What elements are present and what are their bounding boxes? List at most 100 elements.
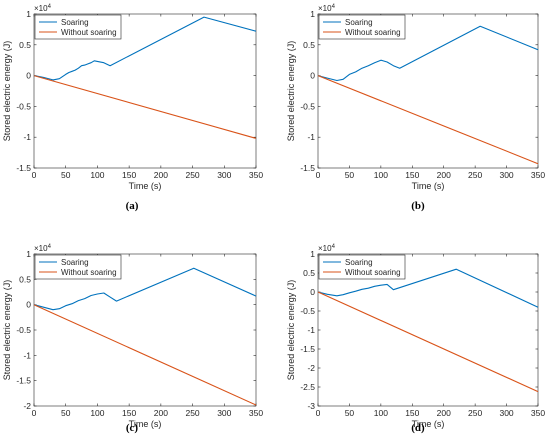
panel-a-x-tick-label: 100 <box>90 170 104 180</box>
panel-a-y-exponent: ×104 <box>34 4 52 13</box>
panel-b-x-tick-label: 250 <box>468 170 482 180</box>
panel-c-series-without-soaring-line <box>33 304 257 406</box>
panel-d-x-axis-label: Time (s) <box>412 419 445 429</box>
panel-c-legend-label: Soaring <box>61 258 89 267</box>
panel-c-x-tick-label: 300 <box>217 408 231 418</box>
panel-b-x-tick-label: 350 <box>531 170 545 180</box>
panel-c-x-tick-label: 0 <box>32 408 37 418</box>
panel-a-x-axis-label: Time (s) <box>129 181 162 191</box>
panel-a-y-tick-label: 1 <box>26 9 31 19</box>
panel-b-plot-box <box>317 13 539 169</box>
panel-d-legend-label: Soaring <box>345 258 373 267</box>
panel-b-x-tick-label: 100 <box>374 170 388 180</box>
panel-b-legend-box <box>318 14 406 40</box>
panel-d-x-tick-label: 150 <box>405 408 419 418</box>
panel-c-y-tick-label: 0 <box>26 300 31 310</box>
panel-c-y-tick-label: -0.5 <box>16 325 31 335</box>
panel-a-x-tick-label: 50 <box>61 170 71 180</box>
panel-a-x-tick-label: 300 <box>217 170 231 180</box>
panel-a-y-tick-label: -1 <box>23 132 31 142</box>
panel-a-x-tick-label: 250 <box>185 170 199 180</box>
panel-d-series-without-soaring-line <box>317 291 539 393</box>
panel-a-x-tick-label: 350 <box>249 170 263 180</box>
panel-b-x-tick-label: 300 <box>499 170 513 180</box>
panel-c-x-axis-label: Time (s) <box>129 419 162 429</box>
panel-c-y-tick-label: -2 <box>23 401 31 411</box>
panel-a-legend-label: Without soaring <box>61 28 117 37</box>
panel-d-x-tick-label: 250 <box>468 408 482 418</box>
panel-d-y-tick-label: -2.5 <box>300 382 315 392</box>
panel-b-legend-label: Without soaring <box>345 28 401 37</box>
panel-d-plot-box <box>317 253 539 407</box>
panel-a-y-axis-label: Stored electric energy (J) <box>2 41 12 142</box>
panel-d-x-tick-label: 200 <box>437 408 451 418</box>
panel-a-legend-label: Soaring <box>61 18 89 27</box>
panel-c-y-tick-label: 0.5 <box>19 274 31 284</box>
panel-c-x-tick-label: 200 <box>154 408 168 418</box>
panel-a-series-without-soaring-line <box>33 75 257 139</box>
panel-b-y-tick-label: -0.5 <box>300 101 315 111</box>
panel-d-x-tick-label: 100 <box>374 408 388 418</box>
panel-d-y-exponent: ×104 <box>318 244 336 253</box>
panel-b-x-tick-label: 0 <box>316 170 321 180</box>
panel-a-y-tick-label: 0 <box>26 71 31 81</box>
panel-b-series-without-soaring-line <box>317 75 539 165</box>
panel-c-x-tick-label: 350 <box>249 408 263 418</box>
panel-d-y-tick-label: 0.5 <box>303 268 315 278</box>
panel-d-x-tick-label: 50 <box>345 408 355 418</box>
panel-a-y-exponent-power: 4 <box>48 4 52 10</box>
panel-d-y-tick-label: 0 <box>310 287 315 297</box>
panel-d-y-exponent-power: 4 <box>332 244 336 250</box>
panel-b-y-exponent-power: 4 <box>332 4 336 10</box>
panel-c-legend-label: Without soaring <box>61 268 117 277</box>
panel-b-x-tick-label: 150 <box>405 170 419 180</box>
panel-c-legend-box <box>34 254 122 280</box>
panel-d-legend-label: Without soaring <box>345 268 401 277</box>
panel-a-y-tick-label: -1.5 <box>16 163 31 173</box>
panel-c-y-exponent-power: 4 <box>48 244 52 250</box>
panel-d-legend-box <box>318 254 406 280</box>
panel-d-series-soaring-line <box>317 268 539 308</box>
panel-c-caption: (c) <box>125 422 139 434</box>
panel-b-y-axis-label: Stored electric energy (J) <box>286 41 296 142</box>
panel-c-x-tick-label: 50 <box>61 408 71 418</box>
panel-d-x-tick-label: 0 <box>316 408 321 418</box>
panel-d-y-tick-label: -3 <box>307 401 315 411</box>
panel-b-legend-label: Soaring <box>345 18 373 27</box>
panel-a-y-tick-label: 0.5 <box>19 40 31 50</box>
panel-c-x-tick-label: 150 <box>122 408 136 418</box>
panel-d-y-tick-label: 1 <box>310 249 315 259</box>
panel-c-y-tick-label: -1.5 <box>16 376 31 386</box>
panel-c-y-exponent: ×104 <box>34 244 52 253</box>
panel-d-x-tick-label: 300 <box>499 408 513 418</box>
panel-b-y-tick-label: -1.5 <box>300 163 315 173</box>
panel-b-x-axis-label: Time (s) <box>412 181 445 191</box>
panel-b-x-tick-label: 200 <box>437 170 451 180</box>
panel-a-legend-box <box>34 14 122 40</box>
panel-d-x-tick-label: 350 <box>531 408 545 418</box>
panel-a-x-tick-label: 200 <box>154 170 168 180</box>
panel-c-y-tick-label: -1 <box>23 350 31 360</box>
panel-c-x-tick-label: 100 <box>90 408 104 418</box>
panel-a-x-tick-label: 150 <box>122 170 136 180</box>
panel-a-y-tick-label: -0.5 <box>16 101 31 111</box>
panel-d-y-tick-label: -0.5 <box>300 306 315 316</box>
panel-b-y-exponent: ×104 <box>318 4 336 13</box>
panel-d-y-tick-label: -2 <box>307 363 315 373</box>
panel-d-y-axis-label: Stored electric energy (J) <box>286 280 296 381</box>
panel-b-y-tick-label: 0.5 <box>303 40 315 50</box>
panel-c-x-tick-label: 250 <box>185 408 199 418</box>
panel-c-y-tick-label: 1 <box>26 249 31 259</box>
panel-c-y-axis-label: Stored electric energy (J) <box>2 280 12 381</box>
panel-b-x-tick-label: 50 <box>345 170 355 180</box>
panel-b-y-tick-label: 0 <box>310 71 315 81</box>
panel-b-caption: (b) <box>411 200 425 212</box>
panel-a-caption: (a) <box>125 200 139 212</box>
panel-a-x-tick-label: 0 <box>32 170 37 180</box>
panel-a-plot-box <box>33 13 257 169</box>
panel-b-y-tick-label: -1 <box>307 132 315 142</box>
panel-a-series-soaring-line <box>33 16 257 81</box>
panel-b-series-soaring-line <box>317 25 539 82</box>
